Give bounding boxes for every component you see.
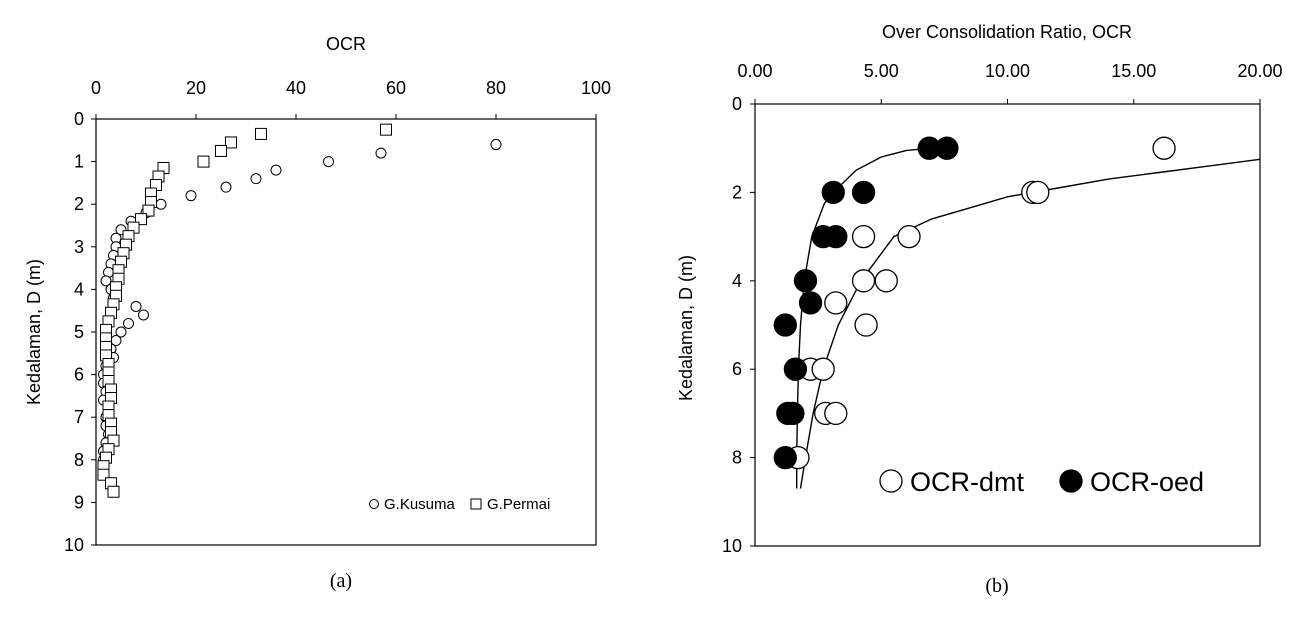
chart-b-caption: (b) — [985, 575, 1008, 597]
chart-a-x-tick-label: 20 — [186, 78, 206, 98]
legend-g-permai-marker — [470, 498, 482, 510]
chart-b-x-tick-label: 0.00 — [737, 61, 772, 81]
chart-a-y-tick-label: 2 — [74, 194, 84, 214]
point-ocr-dmt — [1026, 180, 1050, 205]
point-g-permai — [380, 123, 392, 136]
chart-a-caption: (a) — [330, 570, 352, 592]
point-g-kusuma — [490, 139, 502, 151]
point-g-kusuma — [138, 309, 149, 321]
chart-b-x-ticks: 0.00 5.00 10.00 15.00 20.00 — [737, 61, 1283, 104]
legend-ocr-oed-label: OCR-oed — [1090, 467, 1204, 497]
point-ocr-oed — [781, 401, 805, 426]
point-ocr-oed — [793, 269, 818, 293]
chart-b-y-tick-label: 4 — [732, 271, 742, 291]
chart-a-y-tick-label: 10 — [64, 535, 84, 555]
point-ocr-dmt — [824, 291, 848, 315]
chart-a-x-tick-label: 60 — [386, 78, 406, 98]
point-g-kusuma — [130, 300, 142, 312]
point-g-kusuma — [115, 326, 127, 338]
chart-b-x-tick-label: 5.00 — [864, 61, 899, 81]
point-ocr-oed — [935, 136, 959, 160]
point-ocr-oed — [773, 445, 797, 470]
chart-a-points — [97, 123, 502, 498]
chart-a: OCR Kedalaman, D (m) (a) 0 20 40 60 80 100 0 1… — [24, 34, 611, 592]
point-ocr-dmt — [851, 224, 876, 249]
chart-a-legend: G.Kusuma G.Permai — [369, 496, 550, 513]
point-ocr-dmt — [854, 313, 878, 337]
point-g-kusuma — [123, 317, 134, 329]
chart-a-y-tick-label: 4 — [74, 279, 84, 299]
point-g-kusuma — [250, 173, 262, 185]
chart-a-y-ticks: 0 1 2 3 4 5 6 7 8 9 10 — [64, 109, 96, 555]
point-g-permai — [255, 127, 267, 140]
point-ocr-oed — [798, 291, 823, 315]
point-ocr-oed — [824, 224, 848, 249]
point-g-permai — [142, 204, 155, 217]
chart-b-y-tick-label: 2 — [732, 182, 742, 202]
point-ocr-dmt — [897, 224, 921, 249]
chart-b-x-tick-label: 10.00 — [985, 61, 1030, 81]
point-ocr-dmt — [1152, 136, 1176, 160]
chart-a-y-tick-label: 6 — [74, 365, 84, 385]
point-g-kusuma — [185, 190, 197, 202]
point-g-permai — [225, 136, 237, 149]
chart-a-x-tick-label: 0 — [91, 78, 101, 98]
chart-a-y-tick-label: 0 — [74, 109, 84, 129]
chart-a-x-axis-title: OCR — [326, 34, 366, 54]
point-ocr-dmt — [851, 269, 876, 293]
chart-a-x-tick-label: 40 — [286, 78, 306, 98]
chart-b-y-axis-title: Kedalaman, D (m) — [676, 255, 696, 401]
chart-a-y-tick-label: 9 — [74, 492, 84, 512]
point-g-kusuma — [100, 275, 112, 287]
chart-a-y-tick-label: 7 — [74, 407, 84, 427]
point-g-permai — [215, 144, 227, 157]
point-g-permai — [197, 155, 210, 168]
point-ocr-oed — [773, 313, 797, 337]
legend-ocr-dmt-label: OCR-dmt — [910, 467, 1024, 497]
chart-a-x-tick-label: 100 — [581, 78, 611, 98]
point-g-permai — [97, 468, 110, 481]
point-ocr-dmt — [811, 357, 835, 381]
chart-b: Over Consolidation Ratio, OCR Kedalaman,… — [676, 22, 1283, 597]
chart-a-y-tick-label: 1 — [74, 152, 84, 172]
chart-b-legend: OCR-dmt OCR-oed — [879, 467, 1204, 497]
point-ocr-oed — [821, 180, 845, 205]
point-g-kusuma — [155, 198, 167, 210]
chart-b-y-tick-label: 8 — [732, 448, 742, 468]
chart-a-y-tick-label: 3 — [74, 237, 84, 257]
point-ocr-dmt — [874, 269, 898, 293]
chart-b-y-tick-label: 0 — [732, 94, 742, 114]
chart-b-y-ticks: 0 2 4 6 8 10 — [722, 94, 755, 556]
point-g-kusuma — [220, 181, 232, 193]
point-g-permai — [107, 485, 120, 498]
chart-a-plot-area — [95, 118, 597, 546]
chart-b-y-tick-label: 10 — [722, 536, 742, 556]
point-g-kusuma — [323, 156, 334, 168]
point-ocr-oed — [851, 180, 876, 205]
point-g-kusuma — [375, 147, 387, 159]
chart-a-x-tick-label: 80 — [486, 78, 506, 98]
chart-a-y-tick-label: 8 — [74, 450, 84, 470]
chart-a-x-ticks: 0 20 40 60 80 100 — [91, 78, 611, 119]
chart-b-points — [773, 136, 1176, 470]
legend-g-kusuma-label: G.Kusuma — [384, 496, 456, 513]
point-g-permai — [135, 213, 147, 226]
chart-b-y-tick-label: 6 — [732, 359, 742, 379]
trend-line-ocr-dmt — [799, 158, 1261, 489]
point-ocr-oed — [783, 357, 808, 381]
legend-g-kusuma-marker — [369, 499, 379, 509]
chart-b-x-tick-label: 15.00 — [1111, 61, 1156, 81]
point-g-kusuma — [270, 164, 282, 176]
legend-ocr-oed-marker — [1059, 469, 1083, 493]
chart-a-y-axis-title: Kedalaman, D (m) — [24, 259, 44, 405]
legend-g-permai-label: G.Permai — [487, 496, 550, 513]
point-ocr-dmt — [824, 401, 848, 426]
chart-b-x-tick-label: 20.00 — [1237, 61, 1282, 81]
chart-b-x-axis-title: Over Consolidation Ratio, OCR — [882, 22, 1132, 42]
chart-a-y-tick-label: 5 — [74, 322, 84, 342]
legend-ocr-dmt-marker — [879, 469, 903, 493]
